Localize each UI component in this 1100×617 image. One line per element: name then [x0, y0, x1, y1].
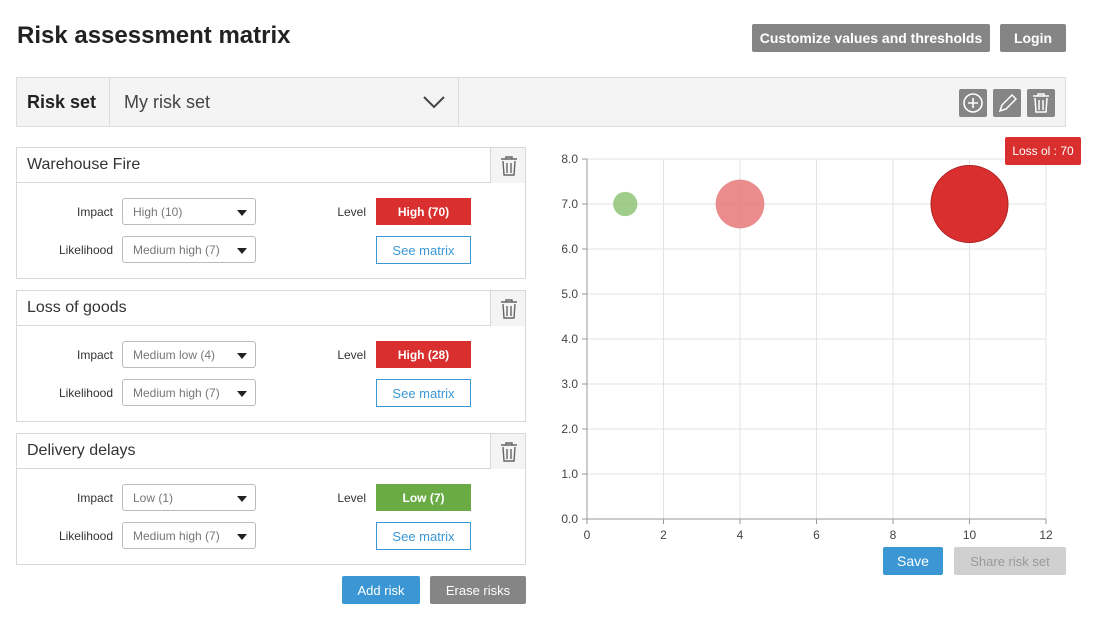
impact-label: Impact — [76, 491, 113, 505]
tooltip: Loss ol : 70 — [1012, 144, 1074, 158]
trash-icon — [501, 442, 517, 462]
y-tick-label: 4.0 — [561, 332, 578, 346]
likelihood-select[interactable]: Medium high (7) — [122, 522, 256, 549]
x-tick-label: 2 — [660, 528, 667, 542]
y-tick-label: 5.0 — [561, 287, 578, 301]
y-tick-label: 3.0 — [561, 377, 578, 391]
impact-select[interactable]: High (10) — [122, 198, 256, 225]
share-button[interactable]: Share risk set — [954, 547, 1066, 575]
level-badge: High (28) — [376, 341, 471, 368]
risk-card: Warehouse Fire Impact Likelihood High (10) M… — [16, 147, 526, 279]
level-label: Level — [337, 348, 366, 362]
likelihood-label: Likelihood — [58, 386, 113, 400]
risk-card: Loss of goods Impact Likelihood Medium low … — [16, 290, 526, 422]
impact-label: Impact — [76, 205, 113, 219]
bubble — [613, 191, 638, 217]
risk-name: Delivery delays — [17, 434, 525, 469]
bubble — [715, 179, 765, 229]
level-label: Level — [337, 491, 366, 505]
likelihood-select[interactable]: Medium high (7) — [122, 379, 256, 406]
delete-risk[interactable] — [490, 291, 525, 326]
x-tick-label: 12 — [1039, 528, 1053, 542]
caret — [237, 210, 247, 216]
impact-label: Impact — [76, 348, 113, 362]
likelihood-label: Likelihood — [58, 529, 113, 543]
erase-risks-button[interactable]: Erase risks — [430, 576, 526, 604]
y-tick-label: 8.0 — [561, 152, 578, 166]
likelihood-select[interactable]: Medium high (7) — [122, 236, 256, 263]
risk-set-label: Risk set — [27, 92, 97, 112]
level-badge: Low (7) — [376, 484, 471, 511]
y-tick-label: 0.0 — [561, 512, 578, 526]
bubble — [930, 165, 1009, 243]
y-tick-label: 6.0 — [561, 242, 578, 256]
save-button[interactable]: Save — [883, 547, 943, 575]
level-badge: High (70) — [376, 198, 471, 225]
see-matrix-button[interactable]: See matrix — [376, 236, 471, 264]
x-tick-label: 6 — [813, 528, 820, 542]
trash-icon — [501, 299, 517, 319]
risk-name: Warehouse Fire — [17, 148, 525, 183]
y-tick-label: 7.0 — [561, 197, 578, 211]
see-matrix-button[interactable]: See matrix — [376, 379, 471, 407]
x-tick-label: 8 — [890, 528, 897, 542]
risk-set-select[interactable]: My risk set — [109, 78, 459, 126]
y-tick-label: 2.0 — [561, 422, 578, 436]
caret — [237, 496, 247, 502]
impact-select[interactable]: Medium low (4) — [122, 341, 256, 368]
caret — [237, 391, 247, 397]
delete-risk[interactable] — [490, 148, 525, 183]
risk-name: Loss of goods — [17, 291, 525, 326]
risk-set-value: My risk set — [124, 92, 211, 112]
caret — [237, 353, 247, 359]
customize-button[interactable]: Customize values and thresholds — [752, 24, 990, 52]
tooltip-box — [1005, 137, 1081, 165]
caret — [237, 534, 247, 540]
see-matrix-button[interactable]: See matrix — [376, 522, 471, 550]
x-tick-label: 4 — [737, 528, 744, 542]
x-tick-label: 10 — [963, 528, 977, 542]
delete-risk[interactable] — [490, 434, 525, 469]
likelihood-label: Likelihood — [58, 243, 113, 257]
page-title: Risk assessment matrix — [17, 22, 291, 49]
y-tick-label: 1.0 — [561, 467, 578, 481]
risk-card: Delivery delays Impact Likelihood Low (1) Me… — [16, 433, 526, 565]
set-icons[interactable] — [959, 88, 1059, 118]
login-button[interactable]: Login — [1000, 24, 1066, 52]
trash-icon — [501, 156, 517, 176]
bubble-chart: 0.0 1.0 2.0 3.0 4.0 5.0 6.0 7.0 8.0 0 2 4 6 8 10 12 Loss… — [561, 137, 1081, 542]
caret — [237, 248, 247, 254]
level-label: Level — [337, 205, 366, 219]
impact-select[interactable]: Low (1) — [122, 484, 256, 511]
x-tick-label: 0 — [584, 528, 591, 542]
chevron — [423, 96, 445, 109]
add-risk-button[interactable]: Add risk — [342, 576, 420, 604]
risk-set-bar: Risk set My risk set — [16, 77, 1066, 127]
